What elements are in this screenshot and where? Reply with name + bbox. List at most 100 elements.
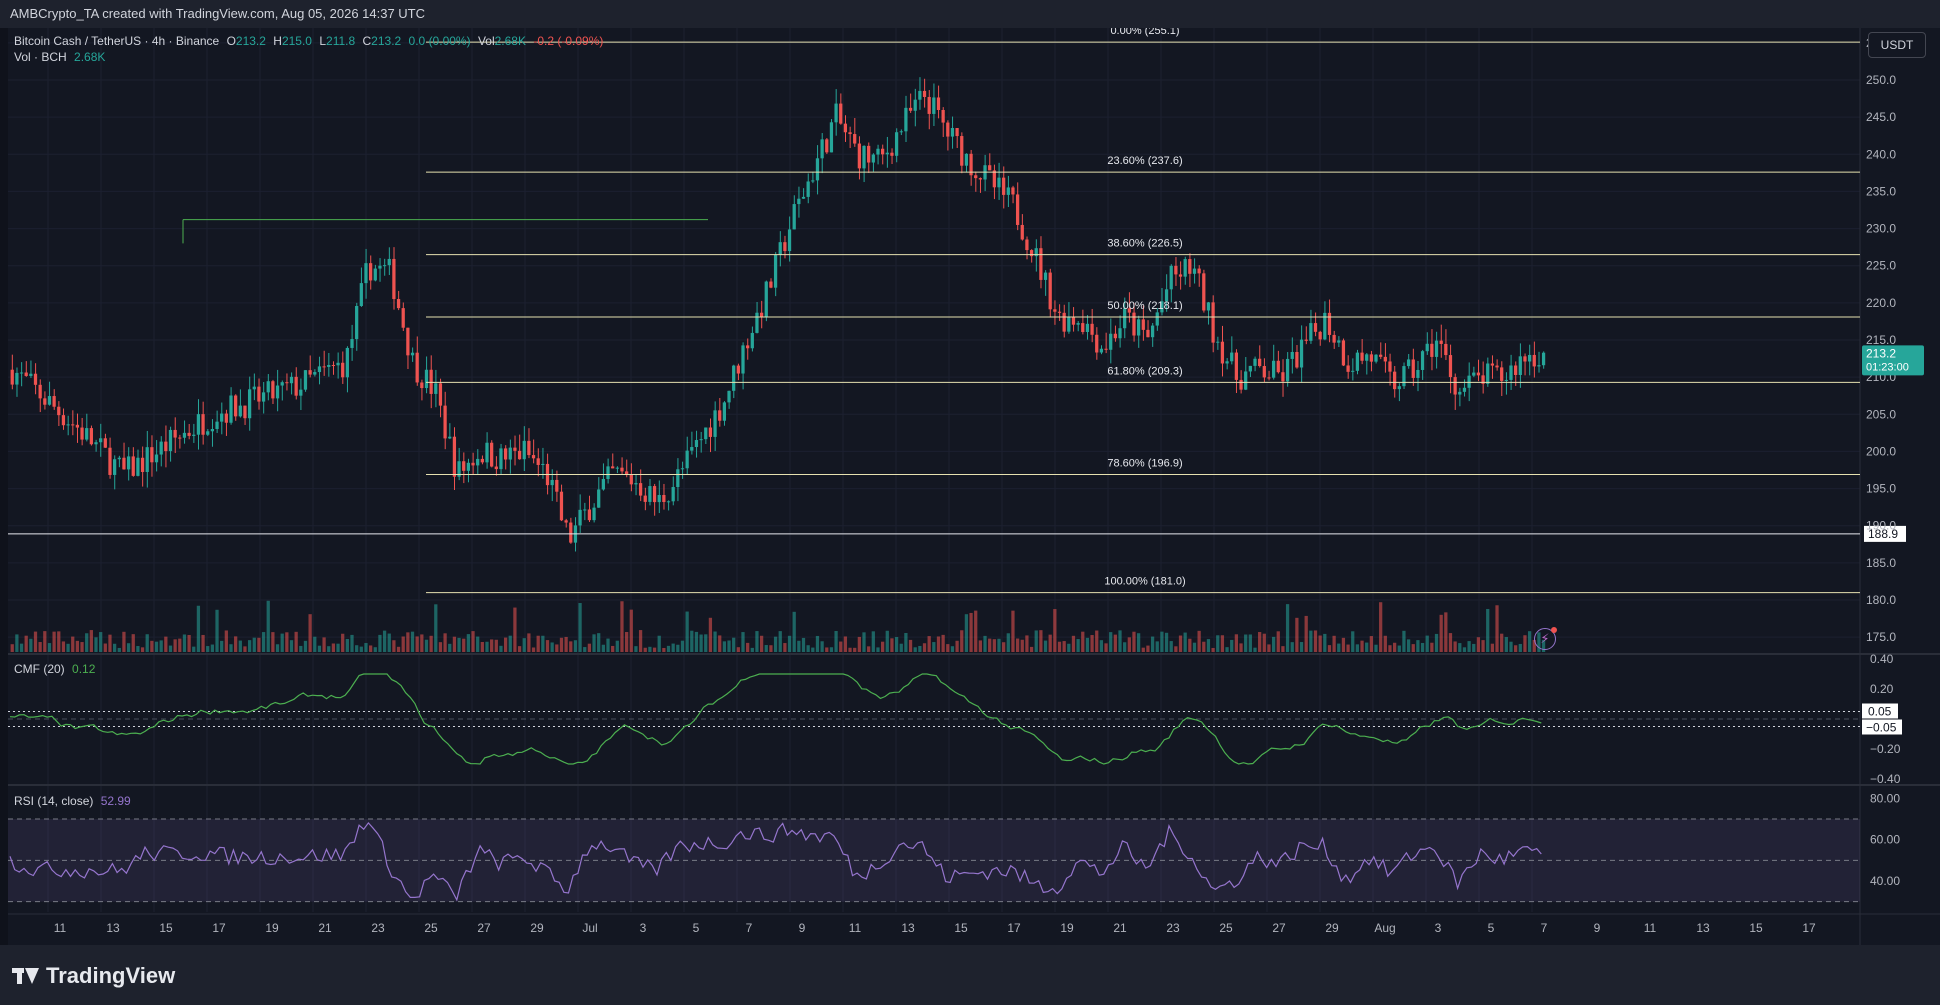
currency-button[interactable]: USDT [1868, 32, 1926, 58]
time-tick: 27 [477, 921, 491, 935]
volume-bar [89, 630, 93, 652]
candle-body [634, 483, 638, 485]
candle-body [1318, 331, 1322, 340]
volume-bar [1095, 630, 1099, 652]
volume-bar [941, 634, 945, 652]
candle-body [834, 103, 838, 123]
volume-bar [1509, 641, 1513, 652]
volume-bar [10, 644, 14, 652]
volume-bar [1374, 644, 1378, 652]
legend-symbol: Bitcoin Cash / TetherUS · 4h · Binance [14, 34, 220, 48]
volume-bar [173, 639, 177, 652]
candle-body [922, 90, 927, 97]
volume-bar [545, 640, 550, 652]
volume-bar [420, 634, 424, 652]
candle-body [1416, 369, 1420, 378]
volume-bar [345, 638, 349, 652]
volume-bar [1141, 647, 1145, 652]
price-tick: 240.0 [1866, 147, 1896, 161]
candle-body [38, 384, 42, 399]
candle-body [652, 486, 657, 503]
candle-body [485, 442, 489, 463]
candle-body [1355, 352, 1360, 371]
brand-name: TradingView [46, 963, 176, 988]
volume-bar [946, 644, 950, 652]
volume-bar [876, 647, 880, 652]
volume-bar [1504, 637, 1508, 652]
volume-bar [466, 634, 470, 652]
volume-bar [1416, 640, 1420, 652]
volume-bar [503, 637, 508, 652]
volume-bar [801, 637, 806, 652]
price-tick: 245.0 [1866, 110, 1896, 124]
candle-body [415, 352, 419, 383]
volume-bar [1178, 635, 1183, 652]
legend-change: 0.0 (0.00%) [408, 34, 471, 48]
candle-body [857, 143, 861, 169]
candle-body [1267, 377, 1271, 379]
volume-bar [746, 642, 750, 652]
volume-bar [913, 647, 917, 652]
symbol-legend: Bitcoin Cash / TetherUS · 4h · Binance O… [14, 34, 607, 48]
time-tick: 25 [424, 921, 438, 935]
candle-body [1164, 289, 1169, 302]
candle-body [243, 405, 247, 419]
candle-body [220, 413, 224, 422]
chart-canvas[interactable]: 188.9 0.00% (255.1) 23.60% (237.6) 38.60% (… [8, 28, 1940, 945]
time-tick: 13 [106, 921, 120, 935]
volume-bar [159, 640, 163, 652]
volume-bar [234, 636, 238, 652]
volume-bar [410, 631, 415, 652]
volume-bar [1411, 644, 1415, 652]
volume-bar [1346, 644, 1350, 652]
rsi-title: RSI (14, close) [14, 794, 94, 808]
volume-bar [443, 633, 447, 652]
volume-bar [1327, 645, 1332, 652]
volume-bar [424, 639, 429, 652]
cmf-axis: 0.40 0.20 −0.20 −0.40 [1870, 652, 1901, 786]
volume-bar [601, 644, 605, 652]
candle-body [406, 327, 410, 356]
candle-body [369, 263, 373, 281]
volume-bar [1113, 634, 1117, 652]
tradingview-logo[interactable]: TradingView [12, 963, 175, 989]
volume-bar [634, 646, 638, 652]
volume-bar [1341, 637, 1346, 652]
candle-body [732, 365, 736, 391]
volume-bar [825, 647, 829, 652]
chart-frame[interactable]: 188.9 0.00% (255.1) 23.60% (237.6) 38.60% (… [8, 28, 1940, 945]
volume-bar [1127, 637, 1131, 652]
volume-bar [396, 646, 401, 652]
candle-body [448, 436, 452, 439]
time-tick: 23 [371, 921, 385, 935]
volume-bar [662, 647, 666, 652]
volume-bar [508, 635, 512, 652]
candle-body [1458, 391, 1462, 395]
candle-body [662, 495, 666, 503]
flash-icon[interactable]: ⚡ [1534, 627, 1557, 650]
time-tick: 3 [1435, 921, 1442, 935]
volume-bar [704, 634, 708, 652]
volume-bar [1514, 645, 1518, 652]
candle-body [1239, 379, 1243, 390]
volume-bar [317, 645, 322, 652]
candle-body [1537, 365, 1541, 367]
candle-body [396, 299, 401, 309]
candle-body [206, 431, 210, 435]
time-tick: 29 [1325, 921, 1339, 935]
volume-bar [266, 600, 270, 652]
volume-bar [1123, 642, 1127, 652]
volume-bar [615, 640, 619, 652]
volume-bar [927, 636, 931, 652]
time-tick: 5 [693, 921, 700, 935]
volume-bar [1137, 633, 1141, 652]
time-tick: Jul [582, 921, 597, 935]
candle-body [685, 450, 689, 469]
candle-body [299, 389, 303, 396]
volume-bar [569, 641, 573, 652]
candle-body [601, 478, 605, 490]
volume-bar [75, 640, 80, 652]
candle-body [182, 432, 187, 438]
volume-bar [1379, 602, 1383, 652]
volume-bar [126, 643, 131, 652]
